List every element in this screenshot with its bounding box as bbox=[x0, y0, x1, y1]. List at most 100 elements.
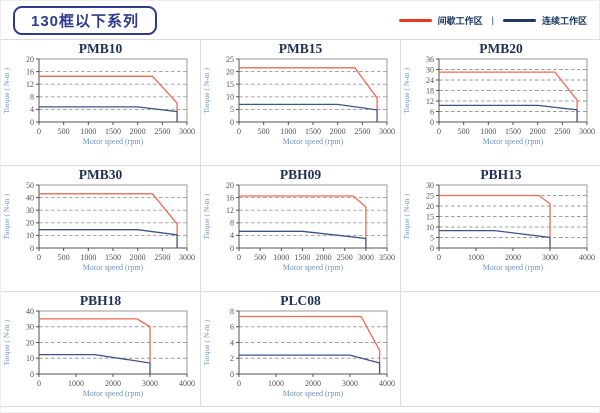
svg-text:2500: 2500 bbox=[354, 127, 370, 136]
svg-text:30: 30 bbox=[426, 65, 434, 74]
svg-text:500: 500 bbox=[58, 127, 70, 136]
svg-text:0: 0 bbox=[230, 370, 234, 379]
svg-text:3000: 3000 bbox=[142, 379, 158, 388]
svg-text:2: 2 bbox=[230, 354, 234, 363]
svg-text:1500: 1500 bbox=[305, 127, 321, 136]
svg-text:3000: 3000 bbox=[179, 127, 195, 136]
svg-text:0: 0 bbox=[430, 244, 434, 253]
svg-text:1000: 1000 bbox=[280, 127, 296, 136]
svg-text:25: 25 bbox=[426, 191, 434, 200]
plot-area: 0 4 8 12 16 20 0 500 1000 1500 2000 2500 3000 bbox=[9, 55, 200, 138]
x-axis-label: Motor speed (rpm) bbox=[282, 263, 344, 272]
svg-text:3000: 3000 bbox=[342, 379, 358, 388]
svg-text:0: 0 bbox=[230, 118, 234, 127]
svg-text:0: 0 bbox=[37, 253, 41, 262]
svg-text:30: 30 bbox=[26, 206, 34, 215]
svg-text:500: 500 bbox=[58, 253, 70, 262]
svg-text:16: 16 bbox=[26, 67, 34, 76]
chart-panel-plc08: PLC08 Torque ( N-m ) 0 2 4 6 8 0 1000 2000 3000 4… bbox=[201, 292, 401, 407]
svg-text:4: 4 bbox=[230, 231, 234, 240]
svg-text:8: 8 bbox=[30, 93, 34, 102]
svg-text:0: 0 bbox=[237, 253, 241, 262]
empty-panel bbox=[401, 292, 600, 407]
plot-area: 0 5 10 15 20 25 0 500 1000 1500 2000 2500 3000 bbox=[209, 55, 400, 138]
svg-text:2500: 2500 bbox=[154, 253, 170, 262]
svg-text:18: 18 bbox=[426, 86, 434, 95]
svg-text:500: 500 bbox=[458, 127, 470, 136]
x-axis-label: Motor speed (rpm) bbox=[282, 137, 344, 146]
svg-text:0: 0 bbox=[37, 379, 41, 388]
chart-panel-pmb20: PMB20 Torque ( N-m ) 0 6 12 18 24 30 36 0 500 100… bbox=[401, 40, 600, 166]
svg-text:16: 16 bbox=[226, 193, 234, 202]
chart-body: Torque ( N-m ) 0 4 8 12 16 20 0 500 1000 1500 2000… bbox=[1, 55, 200, 165]
svg-text:20: 20 bbox=[26, 219, 34, 228]
svg-text:25: 25 bbox=[226, 56, 234, 64]
svg-text:2000: 2000 bbox=[330, 127, 346, 136]
chart-body: Torque ( N-m ) 0 10 20 30 40 50 0 500 1000 1500 20… bbox=[1, 181, 200, 291]
legend-item-continuous: 连续工作区 bbox=[502, 14, 587, 27]
svg-text:10: 10 bbox=[26, 231, 34, 240]
svg-text:6: 6 bbox=[230, 323, 234, 332]
svg-text:4000: 4000 bbox=[379, 379, 395, 388]
svg-text:30: 30 bbox=[426, 182, 434, 190]
series-title-badge: 130框以下系列 bbox=[13, 5, 158, 35]
plot-area: 0 10 20 30 40 0 1000 2000 3000 4000 bbox=[9, 307, 200, 390]
svg-text:2000: 2000 bbox=[505, 253, 521, 262]
svg-text:0: 0 bbox=[30, 118, 34, 127]
svg-text:0: 0 bbox=[30, 370, 34, 379]
svg-text:40: 40 bbox=[26, 193, 34, 202]
svg-text:2000: 2000 bbox=[316, 253, 332, 262]
svg-text:8: 8 bbox=[230, 308, 234, 316]
x-axis-label: Motor speed (rpm) bbox=[282, 389, 344, 398]
svg-text:1000: 1000 bbox=[68, 379, 84, 388]
blue-line-swatch-icon bbox=[502, 18, 536, 22]
svg-text:12: 12 bbox=[26, 80, 34, 89]
svg-text:1500: 1500 bbox=[505, 127, 521, 136]
svg-text:2000: 2000 bbox=[105, 379, 121, 388]
svg-text:12: 12 bbox=[226, 206, 234, 215]
svg-text:20: 20 bbox=[26, 56, 34, 64]
chart-title: PBH13 bbox=[480, 167, 522, 182]
plot-area: 0 10 20 30 40 50 0 500 1000 1500 2000 2500 3000 bbox=[9, 181, 200, 264]
chart-title: PMB15 bbox=[278, 41, 323, 56]
chart-title: PBH18 bbox=[79, 293, 122, 308]
svg-text:3000: 3000 bbox=[179, 253, 195, 262]
svg-text:0: 0 bbox=[237, 379, 241, 388]
svg-text:1000: 1000 bbox=[480, 127, 496, 136]
x-axis-label: Motor speed (rpm) bbox=[82, 389, 144, 398]
svg-text:10: 10 bbox=[426, 223, 434, 232]
svg-text:5: 5 bbox=[430, 233, 434, 242]
plot-area: 0 5 10 15 20 25 30 0 1000 2000 3000 4000 bbox=[409, 181, 600, 264]
chart-panel-pmb10: PMB10 Torque ( N-m ) 0 4 8 12 16 20 0 500 1000 15… bbox=[1, 40, 201, 166]
svg-text:1000: 1000 bbox=[80, 127, 96, 136]
svg-text:500: 500 bbox=[254, 253, 266, 262]
svg-text:2500: 2500 bbox=[154, 127, 170, 136]
svg-text:1500: 1500 bbox=[105, 253, 121, 262]
svg-text:1000: 1000 bbox=[80, 253, 96, 262]
x-axis-label: Motor speed (rpm) bbox=[82, 263, 144, 272]
svg-text:3000: 3000 bbox=[379, 127, 395, 136]
svg-text:2000: 2000 bbox=[130, 253, 146, 262]
svg-text:1500: 1500 bbox=[105, 127, 121, 136]
svg-text:4000: 4000 bbox=[179, 379, 195, 388]
svg-text:4: 4 bbox=[230, 338, 234, 347]
svg-text:1000: 1000 bbox=[273, 253, 289, 262]
svg-text:6: 6 bbox=[430, 107, 434, 116]
svg-text:0: 0 bbox=[237, 127, 241, 136]
plot-area: 0 4 8 12 16 20 0 500 1000 1500 2000 2500 3000 3500 bbox=[209, 181, 400, 264]
svg-text:3000: 3000 bbox=[358, 253, 374, 262]
svg-text:3000: 3000 bbox=[542, 253, 558, 262]
svg-text:20: 20 bbox=[26, 338, 34, 347]
svg-text:0: 0 bbox=[230, 244, 234, 253]
svg-text:500: 500 bbox=[258, 127, 270, 136]
legend-label-intermittent: 间歇工作区 bbox=[437, 15, 483, 26]
svg-text:1000: 1000 bbox=[468, 253, 484, 262]
legend-label-continuous: 连续工作区 bbox=[541, 15, 587, 26]
chart-panel-pmb30: PMB30 Torque ( N-m ) 0 10 20 30 40 50 0 500 1000… bbox=[1, 166, 201, 292]
svg-text:20: 20 bbox=[226, 67, 234, 76]
chart-body: Torque ( N-m ) 0 5 10 15 20 25 30 0 1000 2000 3000… bbox=[401, 181, 600, 291]
svg-text:36: 36 bbox=[426, 56, 434, 64]
chart-panel-pbh18: PBH18 Torque ( N-m ) 0 10 20 30 40 0 1000 2000 3… bbox=[1, 292, 201, 407]
legend: 间歇工作区 | 连续工作区 bbox=[398, 14, 587, 27]
